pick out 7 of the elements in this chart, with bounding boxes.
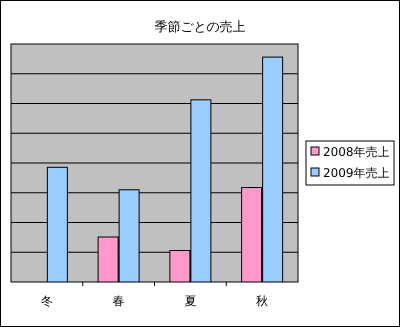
legend-label: 2008年売上 [323,145,390,159]
x-tick-label: 春 [112,294,125,308]
x-tick-label: 秋 [256,294,268,308]
x-tick-label: 夏 [184,294,196,308]
x-tick-label: 冬 [40,294,53,308]
chart-title: 季節ごとの売上 [154,20,246,35]
legend-label: 2009年売上 [323,166,390,180]
